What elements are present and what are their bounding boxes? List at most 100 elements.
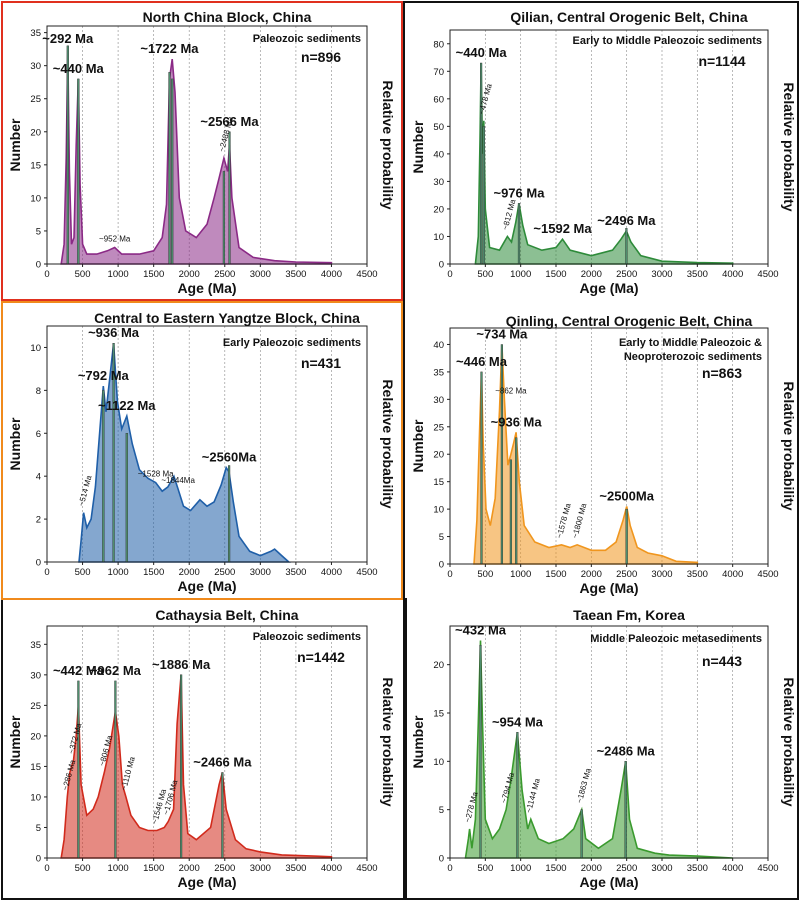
histogram-bar [482,126,485,265]
x-tick-label: 3500 [687,269,708,280]
x-tick-label: 1000 [108,567,129,578]
histogram-bar [222,171,225,265]
axes-frame [46,625,368,859]
x-tick-label: 4500 [757,863,778,874]
y-tick-label: 35 [433,367,444,378]
y-tick-label: 15 [433,709,444,720]
peak-label: ~2496 Ma [597,213,656,228]
x-tick-label: 0 [44,863,49,874]
histogram-bar [480,371,483,565]
chart-subtitle: Early to Middle Paleozoic sediments [573,35,763,47]
y-axis-label: Number [7,715,23,768]
peak-label: ~432 Ma [455,623,507,638]
peak-label: ~2566 Ma [200,114,259,129]
y-tick-label: 30 [30,61,41,72]
y-tick-label: 30 [30,670,41,681]
sample-count: n=431 [301,355,341,371]
y-tick-label: 20 [30,127,41,138]
histogram-bar [479,645,482,859]
y-tick-label: 80 [433,39,444,50]
y-tick-label: 5 [36,226,41,237]
y-tick-label: 25 [433,422,444,433]
x-axis-label: Age (Ma) [177,874,236,890]
x-tick-label: 1000 [510,269,531,280]
peak-label: ~1592 Ma [533,221,592,236]
histogram-bar [516,732,519,859]
y-tick-label: 15 [433,477,444,488]
y-tick-label: 0 [439,854,444,865]
chart-title: Central to Eastern Yangtze Block, China [94,310,360,326]
sample-count: n=896 [301,49,341,65]
x-axis-label: Age (Ma) [579,280,638,296]
subtitle-line: Neoproterozoic sediments [624,351,762,363]
x-tick-label: 3500 [285,269,306,280]
x-tick-label: 2500 [214,567,235,578]
axes-frame [46,325,368,563]
x-tick-label: 3000 [250,269,271,280]
y-tick-label: 25 [30,701,41,712]
right-axis-label: Relative probability [781,381,797,510]
y-tick-label: 4 [36,472,41,483]
chart-title: North China Block, China [143,9,312,25]
histogram-bar [221,772,224,859]
chart-subtitle: Early Paleozoic sediments [223,337,361,349]
peak-label: ~1844Ma [161,476,195,485]
y-tick-label: 0 [439,560,444,571]
peak-label: ~792 Ma [78,368,130,383]
x-tick-label: 2500 [214,863,235,874]
chart-panel-6: 0 500 1000 1500 2000 2500 3000 3500 4000 4500 0 5 10… [410,607,797,890]
y-tick-label: 0 [36,558,41,569]
histogram-bar [625,508,628,565]
histogram-bar [515,437,518,565]
histogram-bar [114,680,117,859]
peak-label: ~440 Ma [53,61,105,76]
y-tick-label: 0 [36,854,41,865]
plot-area [450,30,768,264]
x-tick-label: 2500 [616,269,637,280]
x-tick-label: 3000 [651,863,672,874]
x-tick-label: 3000 [651,569,672,580]
y-tick-label: 70 [433,67,444,78]
probability-curve [464,640,733,859]
y-axis-label: Number [7,417,23,470]
chart-panel-2: 0 500 1000 1500 2000 2500 3000 3500 4000 4500 0 10 2… [410,9,797,296]
y-tick-label: 0 [439,260,444,271]
peak-label: ~734 Ma [476,326,528,341]
x-tick-label: 1500 [143,269,164,280]
x-tick-label: 1000 [108,863,129,874]
chart-panel-5: 0 500 1000 1500 2000 2500 3000 3500 4000 4500 0 5 10… [7,607,396,890]
y-tick-label: 15 [30,160,41,171]
x-tick-label: 500 [477,269,493,280]
x-tick-label: 3000 [250,567,271,578]
chart-title: Taean Fm, Korea [573,607,685,623]
x-tick-label: 0 [44,567,49,578]
peak-label: ~2500Ma [599,488,654,503]
y-tick-label: 0 [36,260,41,271]
chart-title: Qinling, Central Orogenic Belt, China [506,313,753,329]
right-axis-label: Relative probability [380,379,396,508]
y-tick-label: 30 [433,395,444,406]
y-tick-label: 30 [433,177,444,188]
x-tick-label: 4500 [757,269,778,280]
y-tick-label: 20 [30,731,41,742]
right-axis-label: Relative probability [380,80,396,209]
y-tick-label: 5 [439,532,444,543]
y-tick-label: 20 [433,204,444,215]
x-tick-label: 2500 [616,569,637,580]
y-tick-label: 20 [433,660,444,671]
x-tick-label: 500 [75,863,91,874]
x-tick-label: 4500 [356,863,377,874]
x-tick-label: 3000 [250,863,271,874]
peak-label: ~962 Ma [90,663,142,678]
histogram-bar [509,459,512,565]
x-tick-label: 3500 [687,569,708,580]
axes-frame [449,327,769,565]
x-tick-label: 2500 [616,863,637,874]
x-tick-label: 1500 [545,269,566,280]
x-axis-label: Age (Ma) [579,580,638,596]
chart-panel-3: 0 500 1000 1500 2000 2500 3000 3500 4000 4500 0 2 4 6… [1,301,403,600]
chart-panel-4: 0 500 1000 1500 2000 2500 3000 3500 4000 4500 0 5 10… [410,313,797,596]
peak-label: ~442 Ma [53,663,105,678]
peak-label: ~1722 Ma [140,41,199,56]
peak-label: ~936 Ma [491,414,543,429]
